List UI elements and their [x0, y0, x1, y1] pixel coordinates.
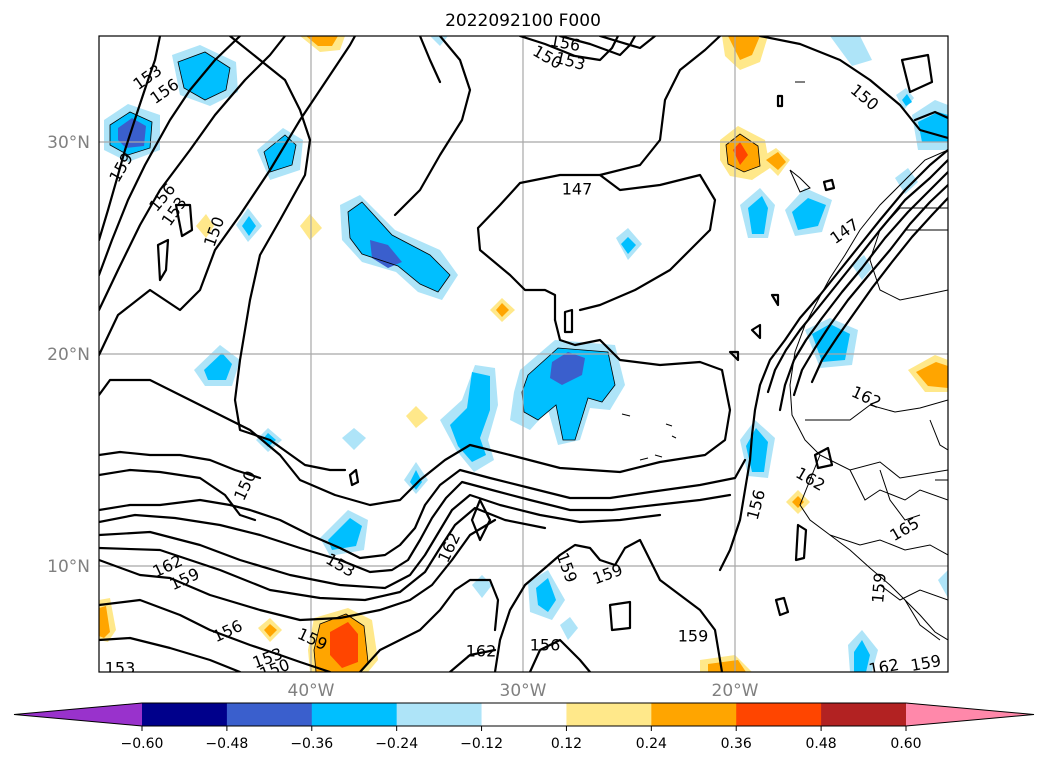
contour-label: 156	[530, 636, 561, 655]
colorbar-segment	[821, 703, 907, 726]
colorbar-tick-label: 0.36	[721, 736, 752, 752]
positive-anomaly-shading	[99, 36, 948, 672]
contour-label: 159	[868, 572, 890, 604]
colorbar-tick-label: 0.60	[890, 736, 921, 752]
colorbar-segment	[481, 703, 567, 726]
map-title: 2022092100 F000	[445, 11, 601, 31]
colorbar-tick-label: 0.48	[806, 736, 837, 752]
colorbar-tick-label: −0.12	[460, 736, 503, 752]
colorbar-tick-label: −0.36	[290, 736, 333, 752]
colorbar: −0.60 −0.48 −0.36 −0.24 −0.12 0.12 0.24 0.36 0.4…	[13, 702, 1035, 752]
colorbar-extend-min	[14, 703, 142, 726]
contour-label: 147	[562, 180, 593, 199]
colorbar-tick-label: −0.48	[205, 736, 248, 752]
contour-label: 162	[466, 642, 497, 661]
map-area: 1531561591561531501561531501471501471621…	[99, 31, 948, 679]
lon-label-20w: 20°W	[712, 681, 759, 701]
colorbar-segment	[142, 703, 228, 726]
contour-label: 156	[548, 31, 581, 55]
colorbar-segment	[311, 703, 398, 726]
lon-label-40w: 40°W	[288, 681, 335, 701]
lat-label-20n: 20°N	[47, 345, 90, 365]
contour-label: 159	[678, 627, 709, 646]
colorbar-extend-max	[906, 703, 1034, 726]
colorbar-tick-label: 0.12	[551, 736, 582, 752]
contour-label: 159	[909, 651, 942, 675]
colorbar-segment	[226, 703, 313, 726]
lon-label-30w: 30°W	[500, 681, 547, 701]
colorbar-tick-label: −0.60	[121, 736, 164, 752]
lat-label-10n: 10°N	[47, 557, 90, 577]
colorbar-tick-label: 0.24	[636, 736, 667, 752]
colorbar-segment	[396, 703, 483, 726]
height-contours	[99, 36, 948, 672]
colorbar-segment	[651, 703, 737, 726]
lat-label-30n: 30°N	[47, 133, 90, 153]
colorbar-tick-label: −0.24	[375, 736, 418, 752]
colorbar-segment	[566, 703, 652, 726]
contour-label: 153	[105, 659, 136, 678]
map-frame	[98, 35, 949, 673]
contour-label: 162	[867, 655, 900, 679]
colorbar-segment	[736, 703, 822, 726]
